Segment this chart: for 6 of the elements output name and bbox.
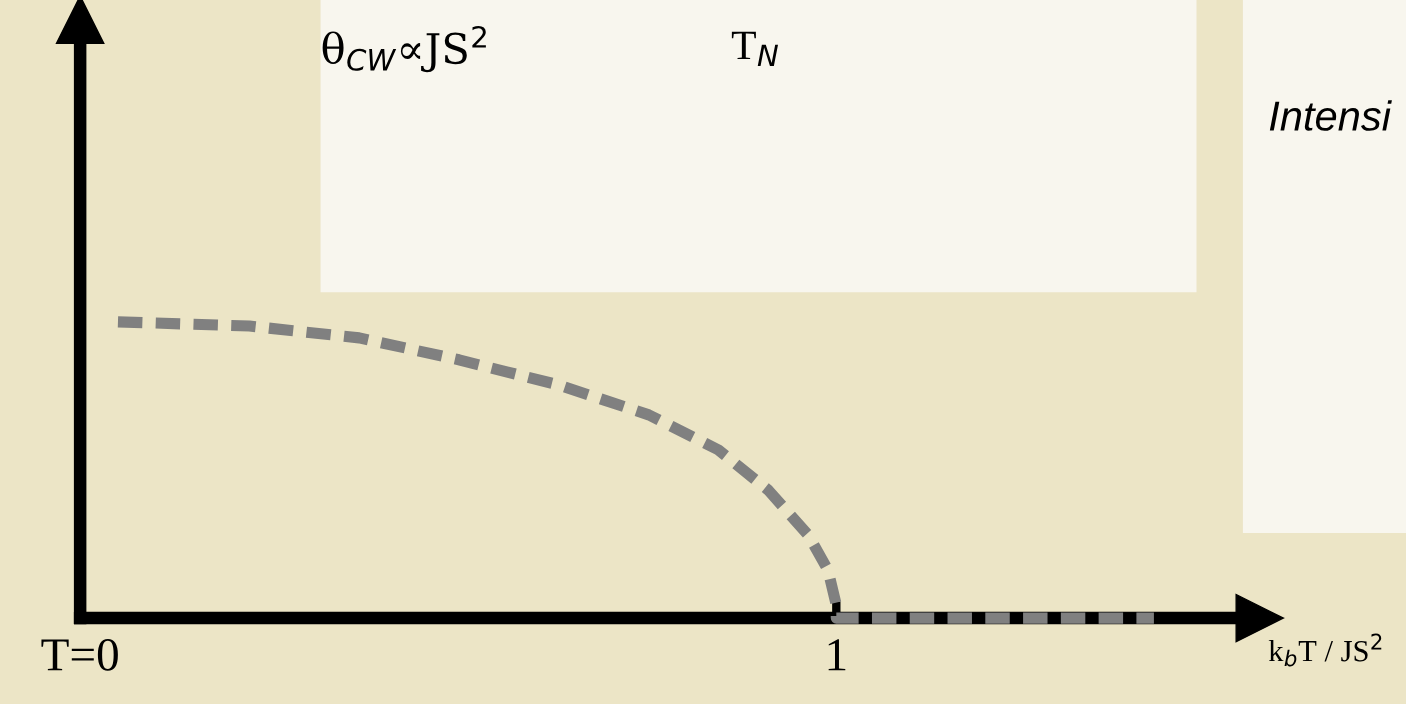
- text: θ$_{CW}$∝JS$^{2}$: [322, 25, 486, 73]
- x-axis-title: k$_{b}$T / JS$^{2}$: [1268, 633, 1382, 667]
- x-tick-label: T=0: [41, 638, 118, 671]
- x-tick-label: 1: [828, 639, 846, 671]
- text: Intensi: [1269, 100, 1392, 131]
- text: T$_{N}$: [731, 31, 779, 66]
